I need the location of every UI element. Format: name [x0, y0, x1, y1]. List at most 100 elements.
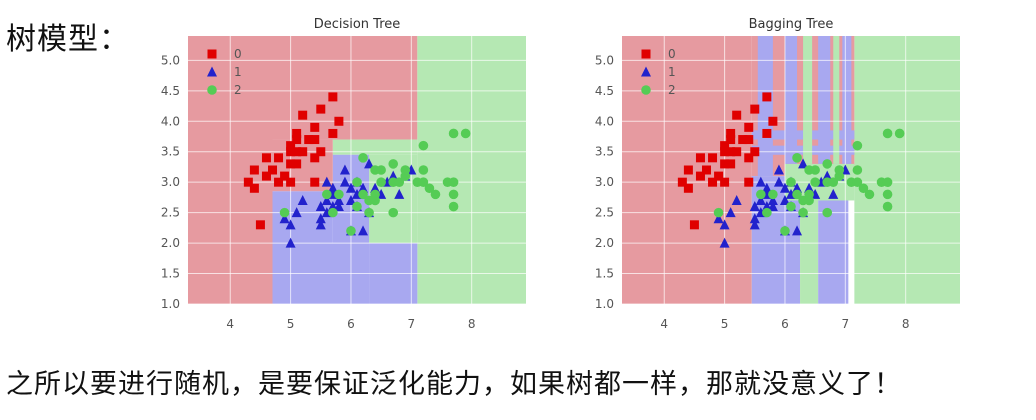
data-point-class-1: [755, 194, 766, 205]
data-point-class-1: [755, 176, 766, 187]
data-point-class-1: [767, 194, 778, 205]
data-point-class-0: [732, 110, 742, 120]
data-point-class-2: [894, 128, 905, 139]
data-point-class-1: [315, 201, 326, 212]
data-point-class-2: [346, 226, 356, 236]
legend-marker: [207, 66, 217, 77]
data-point-class-0: [292, 135, 302, 145]
data-point-class-1: [285, 237, 296, 248]
data-point-class-0: [261, 153, 271, 163]
data-point-class-1: [333, 194, 344, 205]
y-tick-label: 4.5: [595, 84, 614, 98]
data-point-class-2: [460, 128, 471, 139]
data-point-class-1: [315, 213, 326, 224]
data-point-class-0: [328, 92, 338, 102]
data-point-class-1: [773, 176, 784, 187]
data-point-class-1: [321, 194, 332, 205]
legend-marker: [641, 85, 651, 95]
data-point-class-0: [328, 128, 338, 138]
x-tick-label: 5: [287, 317, 295, 331]
data-point-class-0: [744, 153, 754, 163]
data-point-class-1: [719, 237, 730, 248]
data-point-class-0: [280, 171, 290, 181]
footer-caption: 之所以要进行随机，是要保证泛化能力，如果树都一样，那就没意义了！: [6, 369, 902, 400]
decision-region-class-2: [803, 36, 813, 164]
data-point-class-1: [749, 213, 760, 224]
y-tick-label: 1.5: [595, 267, 614, 281]
data-point-class-2: [762, 207, 772, 218]
data-point-class-0: [720, 159, 730, 169]
data-point-class-2: [279, 207, 290, 218]
legend-label: 0: [234, 47, 242, 61]
data-point-class-0: [768, 116, 778, 126]
data-point-class-2: [713, 207, 724, 218]
y-tick-label: 1.5: [161, 267, 180, 281]
data-point-class-2: [352, 177, 362, 187]
data-point-class-2: [852, 140, 863, 151]
data-point-class-2: [786, 201, 796, 212]
data-point-class-2: [882, 201, 893, 212]
data-point-class-0: [750, 147, 760, 157]
data-point-class-0: [744, 135, 754, 145]
data-point-class-2: [798, 207, 808, 218]
data-point-class-1: [779, 194, 790, 205]
chart-title: Decision Tree: [314, 17, 401, 32]
data-point-class-0: [695, 171, 705, 181]
data-point-class-2: [394, 177, 405, 187]
data-point-class-2: [376, 165, 386, 175]
data-point-class-1: [773, 164, 784, 175]
y-tick-label: 3.0: [595, 175, 614, 189]
legend-marker: [641, 49, 651, 59]
data-point-class-0: [750, 104, 760, 114]
data-point-class-0: [298, 147, 308, 157]
data-point-class-1: [394, 188, 405, 199]
data-point-class-1: [798, 158, 809, 169]
y-tick-label: 2.5: [595, 206, 614, 220]
data-point-class-2: [810, 177, 820, 187]
legend-label: 2: [668, 83, 676, 97]
y-tick-label: 4.0: [595, 114, 614, 128]
data-point-class-2: [358, 153, 368, 163]
y-tick-label: 2.0: [595, 236, 614, 250]
x-tick-label: 4: [226, 317, 234, 331]
data-point-class-0: [762, 92, 772, 102]
y-tick-label: 1.0: [161, 297, 180, 311]
data-point-class-0: [310, 177, 320, 187]
data-point-class-0: [677, 177, 687, 187]
data-point-class-0: [286, 147, 296, 157]
x-tick-label: 4: [660, 317, 668, 331]
decision-region-class-1: [757, 36, 773, 177]
data-point-class-0: [334, 116, 344, 126]
data-point-class-0: [732, 147, 742, 157]
data-point-class-2: [322, 189, 332, 200]
data-point-class-0: [708, 153, 718, 163]
legend-marker: [207, 49, 217, 59]
data-point-class-2: [448, 177, 459, 187]
y-tick-label: 5.0: [161, 53, 180, 67]
data-point-class-1: [792, 225, 803, 236]
data-point-class-0: [744, 177, 754, 187]
data-point-class-0: [310, 153, 320, 163]
data-point-class-0: [738, 135, 748, 145]
legend-label: 1: [234, 65, 242, 79]
data-point-class-0: [261, 171, 271, 181]
data-point-class-1: [315, 219, 326, 230]
x-tick-label: 8: [468, 317, 476, 331]
data-point-class-0: [274, 177, 284, 187]
data-point-class-0: [726, 147, 736, 157]
data-point-class-1: [767, 201, 778, 212]
data-point-class-0: [720, 147, 730, 157]
data-point-class-1: [339, 164, 350, 175]
data-point-class-0: [292, 147, 302, 157]
data-point-class-2: [358, 189, 368, 200]
x-tick-label: 5: [721, 317, 729, 331]
data-point-class-0: [292, 128, 302, 138]
plot-area: [188, 36, 526, 304]
data-point-class-2: [448, 128, 459, 139]
data-point-class-1: [725, 207, 736, 218]
data-point-class-0: [286, 177, 296, 187]
y-tick-label: 2.5: [161, 206, 180, 220]
data-point-class-2: [430, 189, 441, 200]
x-tick-label: 6: [347, 317, 355, 331]
legend-label: 0: [668, 47, 676, 61]
